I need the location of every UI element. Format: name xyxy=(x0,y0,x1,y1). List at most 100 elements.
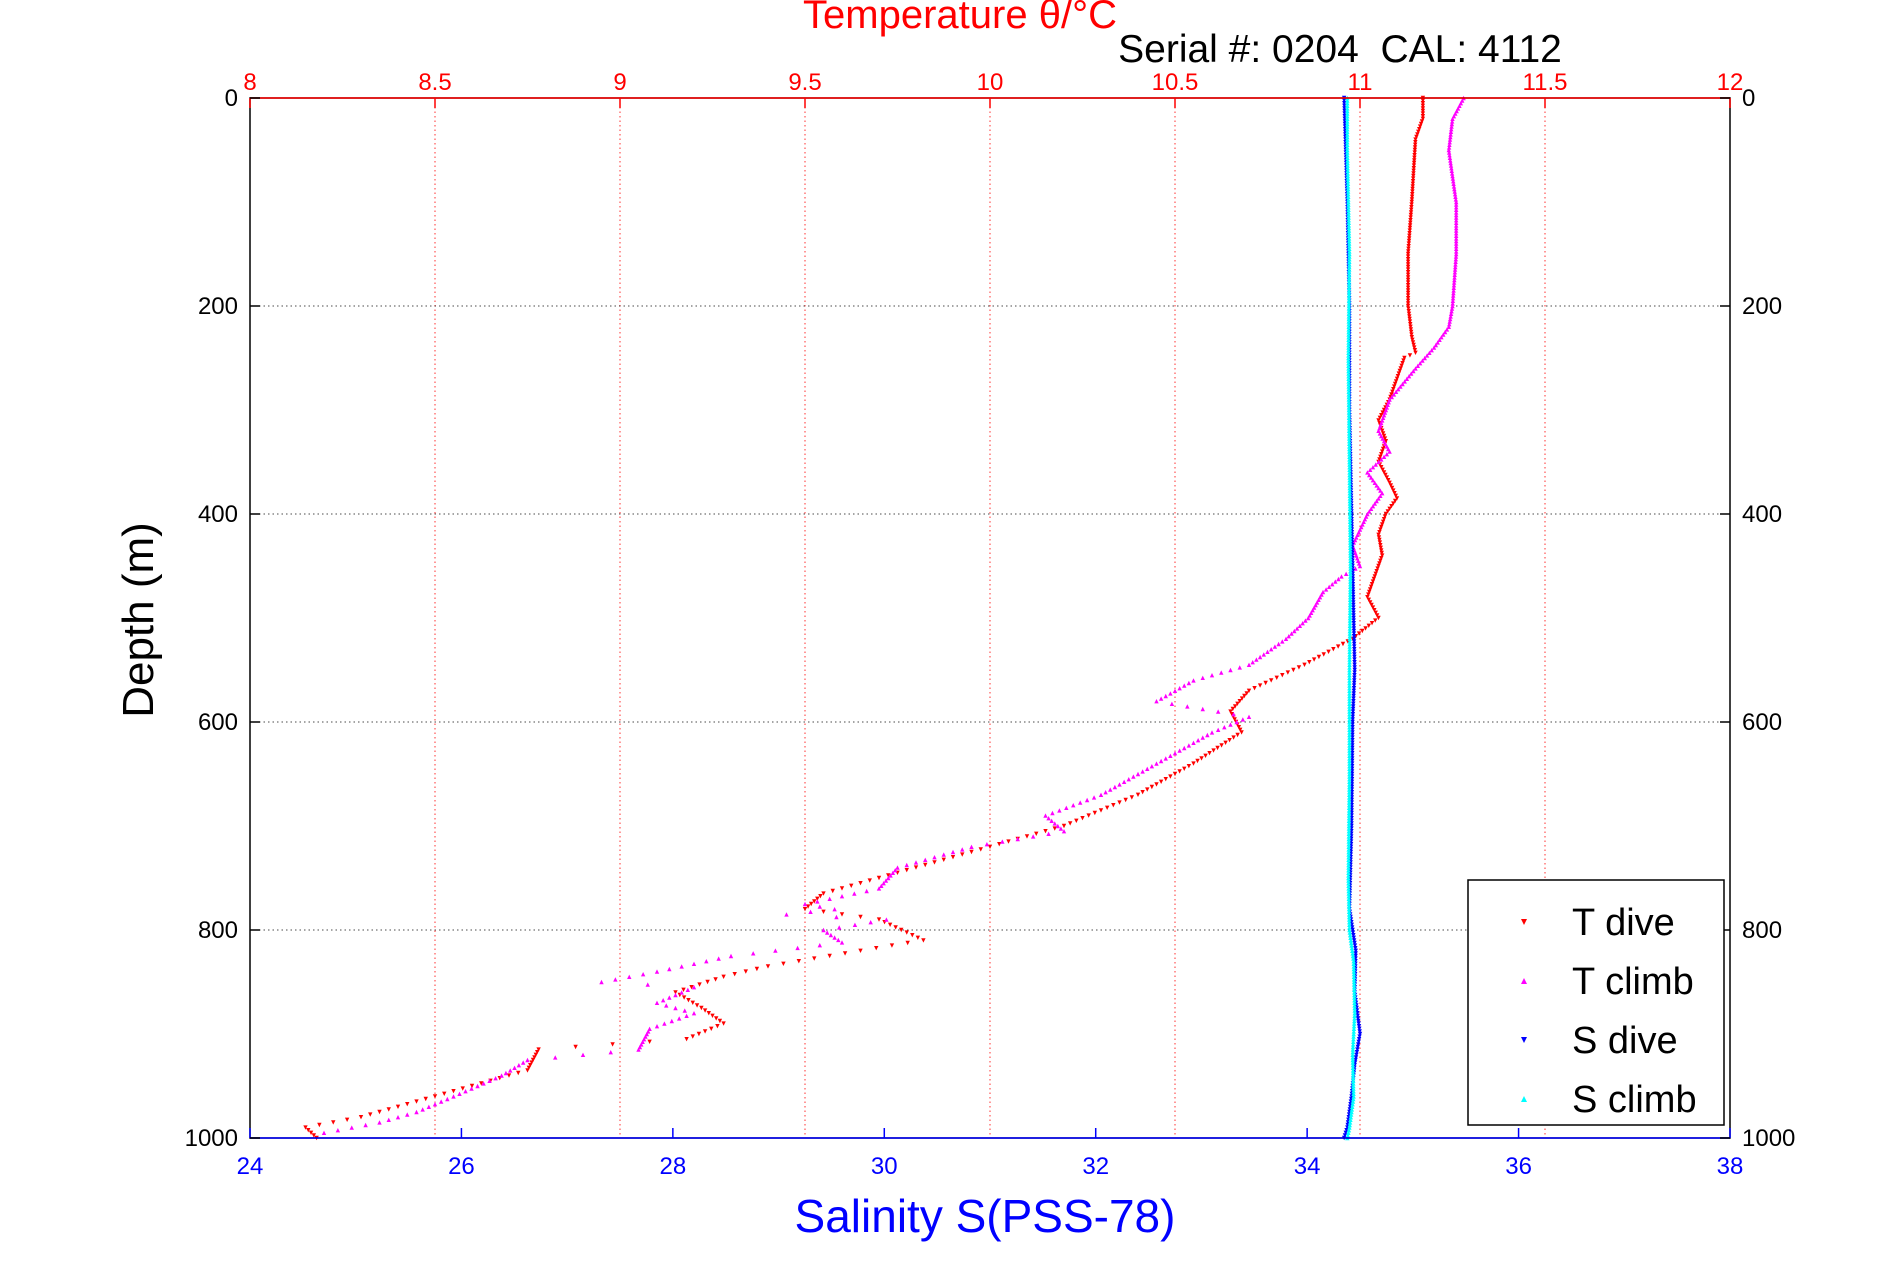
data-point xyxy=(673,990,678,995)
data-point xyxy=(1406,238,1412,244)
temp-tick-label: 10.5 xyxy=(1152,69,1199,96)
data-point xyxy=(1112,784,1118,790)
data-point xyxy=(886,873,891,878)
data-point xyxy=(1346,810,1352,816)
data-point xyxy=(1347,535,1353,540)
data-point xyxy=(1347,613,1353,618)
data-point xyxy=(1454,218,1459,223)
data-point xyxy=(1351,1091,1356,1096)
data-point xyxy=(1405,290,1411,296)
data-point xyxy=(1346,410,1352,415)
data-point xyxy=(1347,457,1352,462)
data-point xyxy=(1346,306,1352,311)
data-point xyxy=(1417,361,1423,366)
data-point xyxy=(1347,917,1352,922)
data-point xyxy=(1348,938,1354,943)
data-point xyxy=(997,842,1002,847)
data-point xyxy=(1454,207,1459,212)
data-point xyxy=(886,875,891,881)
data-point xyxy=(1454,225,1459,231)
data-point xyxy=(1352,665,1357,670)
data-point xyxy=(1351,1083,1356,1089)
data-point xyxy=(1330,582,1335,587)
data-point xyxy=(1182,683,1187,688)
data-point xyxy=(1406,306,1411,311)
data-point xyxy=(1347,636,1352,641)
data-point xyxy=(1347,597,1353,602)
data-point xyxy=(1347,922,1352,927)
data-point xyxy=(1314,600,1320,605)
data-point xyxy=(1350,712,1356,717)
data-point xyxy=(1352,1008,1357,1013)
data-point xyxy=(516,1070,521,1076)
data-point xyxy=(395,1115,401,1120)
data-point xyxy=(580,1052,586,1057)
data-point xyxy=(1387,506,1392,511)
data-point xyxy=(1149,784,1155,790)
data-point xyxy=(1346,413,1352,418)
data-point xyxy=(858,948,863,953)
data-point xyxy=(1404,376,1410,381)
data-point xyxy=(1347,439,1352,444)
data-point xyxy=(1347,628,1353,634)
data-point xyxy=(525,1068,530,1073)
data-point xyxy=(1350,732,1355,738)
data-point xyxy=(1346,831,1352,836)
data-point xyxy=(1408,371,1414,376)
data-point xyxy=(1346,309,1352,314)
data-point xyxy=(1346,875,1351,881)
data-point xyxy=(1308,610,1314,615)
data-point xyxy=(1346,901,1352,907)
data-point xyxy=(1371,576,1377,582)
data-point xyxy=(1409,194,1415,199)
data-point xyxy=(1346,238,1352,244)
data-point xyxy=(1343,1130,1348,1135)
data-point xyxy=(1454,215,1459,220)
data-point xyxy=(1452,267,1458,272)
data-point xyxy=(1345,129,1350,134)
data-point xyxy=(1347,730,1352,735)
data-point xyxy=(681,995,687,1000)
data-point xyxy=(664,1003,669,1008)
data-point xyxy=(1348,537,1353,543)
data-point xyxy=(1379,457,1384,462)
data-point xyxy=(1382,436,1388,441)
data-point xyxy=(1347,743,1352,748)
data-point xyxy=(533,1052,539,1057)
data-point xyxy=(1154,699,1159,704)
data-point xyxy=(1296,665,1302,670)
data-point xyxy=(426,1104,432,1109)
data-point xyxy=(1091,795,1097,800)
data-point xyxy=(1379,548,1384,553)
data-point xyxy=(1365,595,1370,600)
data-point xyxy=(1235,732,1240,738)
data-point xyxy=(1347,933,1353,938)
data-point xyxy=(532,1055,537,1060)
data-point xyxy=(1378,543,1383,548)
data-point xyxy=(1000,839,1005,844)
data-point xyxy=(1351,701,1356,706)
data-point xyxy=(1410,192,1415,197)
data-point xyxy=(1452,186,1457,192)
data-point xyxy=(1347,927,1352,933)
data-point xyxy=(1373,462,1378,467)
data-point xyxy=(530,1057,536,1063)
depth-tick-label: 200 xyxy=(198,293,238,320)
data-point xyxy=(1297,623,1303,628)
data-point xyxy=(1346,392,1351,397)
data-point xyxy=(1351,935,1356,940)
data-point xyxy=(1412,348,1418,353)
data-point xyxy=(1346,194,1351,199)
data-point xyxy=(1346,207,1351,212)
data-point xyxy=(1316,654,1322,660)
data-point xyxy=(1405,283,1411,288)
temp-tick-label: 11 xyxy=(1348,69,1373,96)
data-point xyxy=(1043,813,1048,818)
data-point xyxy=(1454,199,1459,205)
data-point xyxy=(1348,589,1353,595)
data-point xyxy=(1400,361,1405,366)
data-point xyxy=(950,849,956,855)
data-point xyxy=(335,1128,341,1133)
data-point xyxy=(1353,1055,1359,1060)
data-point xyxy=(852,891,857,896)
